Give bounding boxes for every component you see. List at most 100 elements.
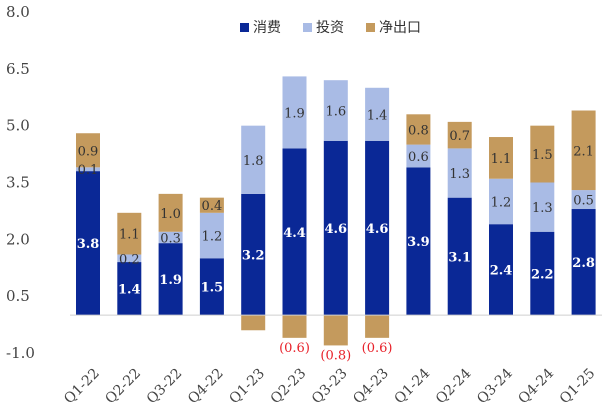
- data-label: 4.6: [324, 222, 347, 237]
- x-tick-label: Q1-24: [392, 365, 434, 407]
- data-label: 1.1: [491, 152, 512, 167]
- x-tick-label: Q1-22: [61, 366, 103, 408]
- bar-segment-consumption: [158, 243, 183, 316]
- legend: 消费 投资 净出口: [240, 20, 421, 36]
- data-label: (0.6): [279, 341, 310, 356]
- bar-segment-consumption: [241, 193, 266, 316]
- legend-swatch: [366, 23, 375, 32]
- data-label: 3.1: [448, 250, 471, 265]
- data-label: (0.8): [320, 348, 351, 363]
- data-label: 1.2: [202, 230, 223, 245]
- data-label: 0.7: [449, 129, 470, 144]
- bar-segment-consumption: [571, 209, 596, 316]
- data-label: 0.4: [202, 199, 223, 214]
- bar-segment-consumption: [76, 171, 100, 316]
- bar-segment-investment: [365, 87, 390, 141]
- bar-segment-net-exports: [447, 121, 472, 149]
- x-tick-label: Q1-23: [226, 366, 268, 408]
- legend-label: 投资: [316, 20, 344, 36]
- data-label: 1.5: [532, 148, 553, 163]
- y-tick-label: 3.5: [6, 174, 30, 192]
- data-label: 2.2: [531, 267, 554, 282]
- y-tick-label: 5.0: [6, 117, 30, 135]
- data-labels: 3.8 0.1 0.9 1.4 0.2 1.1 1.9 0.3 1.0 1.5 1.2 0.4 3.2 1…: [77, 105, 595, 364]
- data-label: 4.6: [366, 222, 389, 237]
- data-label: 1.5: [201, 281, 224, 296]
- data-label: 3.9: [407, 235, 430, 250]
- x-tick-label: Q4-23: [350, 366, 392, 408]
- data-label: 0.8: [408, 123, 429, 138]
- data-label: 1.4: [118, 283, 141, 298]
- bars: [76, 76, 596, 346]
- bar-segment-net-exports: [199, 197, 224, 213]
- data-label: 0.3: [160, 231, 181, 246]
- data-label: 0.1: [78, 163, 99, 178]
- bar-segment-consumption: [323, 140, 348, 316]
- y-tick-label: 6.5: [6, 60, 30, 78]
- data-label: (0.6): [362, 341, 393, 356]
- data-label: 2.4: [490, 264, 513, 279]
- data-label: 1.2: [491, 195, 512, 210]
- bar-segment-net-exports: [158, 193, 183, 232]
- bar-segment-investment: [530, 182, 555, 232]
- x-tick-label: Q3-22: [144, 366, 186, 408]
- data-label: 0.9: [78, 144, 99, 159]
- bar-segment-consumption: [282, 148, 307, 316]
- bar-segment-investment: [489, 178, 513, 225]
- x-tick-label: Q2-22: [102, 366, 144, 408]
- y-tick-label: 8.0: [6, 3, 30, 21]
- data-label: 1.1: [119, 228, 140, 243]
- x-tick-label: Q4-24: [515, 365, 557, 407]
- bar-segment-net-exports: [571, 110, 596, 191]
- data-label: 3.8: [77, 237, 100, 252]
- data-label: 4.4: [283, 226, 306, 241]
- bar-segment-net-exports: [241, 315, 266, 331]
- bar-segment-net-exports: [406, 114, 431, 145]
- data-label: 2.8: [572, 256, 595, 271]
- x-tick-label: Q1-25: [557, 366, 599, 408]
- bar-segment-consumption: [199, 258, 224, 316]
- data-label: 1.4: [367, 108, 388, 123]
- data-label: 1.0: [160, 207, 181, 222]
- data-label: 1.9: [284, 106, 305, 121]
- data-label: 1.6: [325, 105, 346, 120]
- legend-swatch: [240, 23, 249, 32]
- bar-segment-net-exports: [117, 212, 142, 255]
- bar-segment-consumption: [530, 231, 555, 316]
- bar-segment-net-exports: [530, 125, 555, 183]
- data-label: 1.9: [159, 273, 182, 288]
- bar-segment-net-exports: [365, 315, 390, 338]
- bar-segment-investment: [447, 148, 472, 198]
- bar-segment-investment: [76, 167, 100, 172]
- data-label: 3.2: [242, 248, 265, 263]
- bar-segment-consumption: [489, 224, 513, 316]
- data-label: 0.6: [408, 150, 429, 165]
- bar-segment-net-exports: [489, 137, 513, 179]
- data-label: 1.3: [449, 167, 470, 182]
- data-label: 0.2: [119, 252, 140, 267]
- x-tick-label: Q3-23: [309, 366, 351, 408]
- data-label: 1.3: [532, 201, 553, 216]
- x-tick-label: Q2-23: [268, 366, 310, 408]
- bar-segment-investment: [571, 190, 596, 210]
- data-label: 0.5: [573, 194, 594, 209]
- bar-segment-investment: [158, 231, 183, 244]
- data-label: 2.1: [573, 144, 594, 159]
- y-axis: 8.0 6.5 5.0 3.5 2.0 0.5 -1.0: [6, 3, 35, 362]
- bar-segment-investment: [199, 212, 224, 259]
- bar-segment-consumption: [365, 140, 390, 316]
- y-tick-label: -1.0: [6, 344, 35, 362]
- legend-label: 消费: [253, 20, 281, 36]
- bar-segment-investment: [117, 254, 142, 263]
- y-tick-label: 2.0: [6, 230, 30, 248]
- data-label: 1.8: [243, 154, 264, 169]
- bar-segment-net-exports: [282, 315, 307, 338]
- bar-segment-net-exports: [323, 315, 348, 346]
- x-tick-label: Q4-22: [185, 366, 227, 408]
- bar-segment-investment: [406, 144, 431, 168]
- legend-label: 净出口: [379, 20, 421, 36]
- bar-segment-net-exports: [76, 133, 100, 168]
- x-tick-label: Q2-24: [433, 365, 475, 407]
- y-tick-label: 0.5: [6, 287, 30, 305]
